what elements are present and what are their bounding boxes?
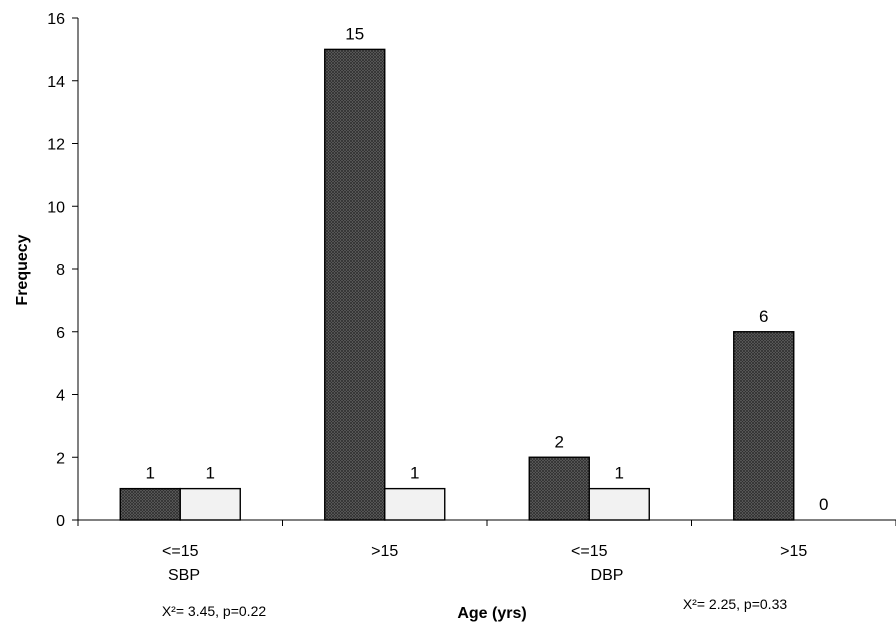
- x-tick-label: >15: [371, 543, 398, 560]
- data-labels: 1 1 15 1 2 1 6 0: [146, 24, 829, 514]
- data-label: 1: [615, 464, 624, 483]
- bar-series-1-1: [119, 487, 181, 521]
- x-tick-label: >15: [780, 543, 807, 560]
- y-axis: 0 2 4 6 8 10 12 14 16: [47, 11, 79, 530]
- y-tick-label: 8: [56, 262, 65, 279]
- data-label: 6: [759, 307, 768, 326]
- y-tick-label: 6: [56, 325, 65, 342]
- x-axis-title: Age (yrs): [457, 605, 526, 622]
- bar-series-1-2: [324, 48, 386, 521]
- bar-series-2-3: [588, 487, 650, 521]
- group-statistic: X²= 2.25, p=0.33: [683, 596, 788, 612]
- data-label: 0: [819, 495, 828, 514]
- y-tick-label: 14: [47, 74, 65, 91]
- data-label: 1: [410, 464, 419, 483]
- x-tick-label: <=15: [571, 543, 608, 560]
- bar-series-1-4: [733, 331, 795, 521]
- y-tick-label: 12: [47, 137, 65, 154]
- group-label: DBP: [591, 567, 624, 584]
- y-tick-label: 16: [47, 11, 65, 28]
- group-statistic: X²= 3.45, p=0.22: [162, 603, 267, 619]
- data-label: 15: [345, 24, 364, 43]
- y-tick-label: 10: [47, 199, 65, 216]
- data-label: 1: [146, 464, 155, 483]
- y-axis-title: Frequecy: [14, 234, 31, 305]
- bar-series-2-2: [384, 487, 446, 521]
- x-tick-label: <=15: [162, 543, 199, 560]
- group-label: SBP: [168, 567, 200, 584]
- y-tick-label: 2: [56, 450, 65, 467]
- y-tick-label: 0: [56, 513, 65, 530]
- data-label: 2: [555, 432, 564, 451]
- data-label: 1: [206, 464, 215, 483]
- y-tick-label: 4: [56, 388, 65, 405]
- bar-series-2-1: [179, 487, 241, 521]
- bars: [119, 48, 795, 521]
- bar-series-1-3: [528, 456, 590, 521]
- x-axis: [77, 519, 896, 526]
- category-labels: <=15 >15 <=15 >15: [162, 543, 807, 560]
- group-labels: SBP X²= 3.45, p=0.22 DBP X²= 2.25, p=0.33: [162, 567, 788, 619]
